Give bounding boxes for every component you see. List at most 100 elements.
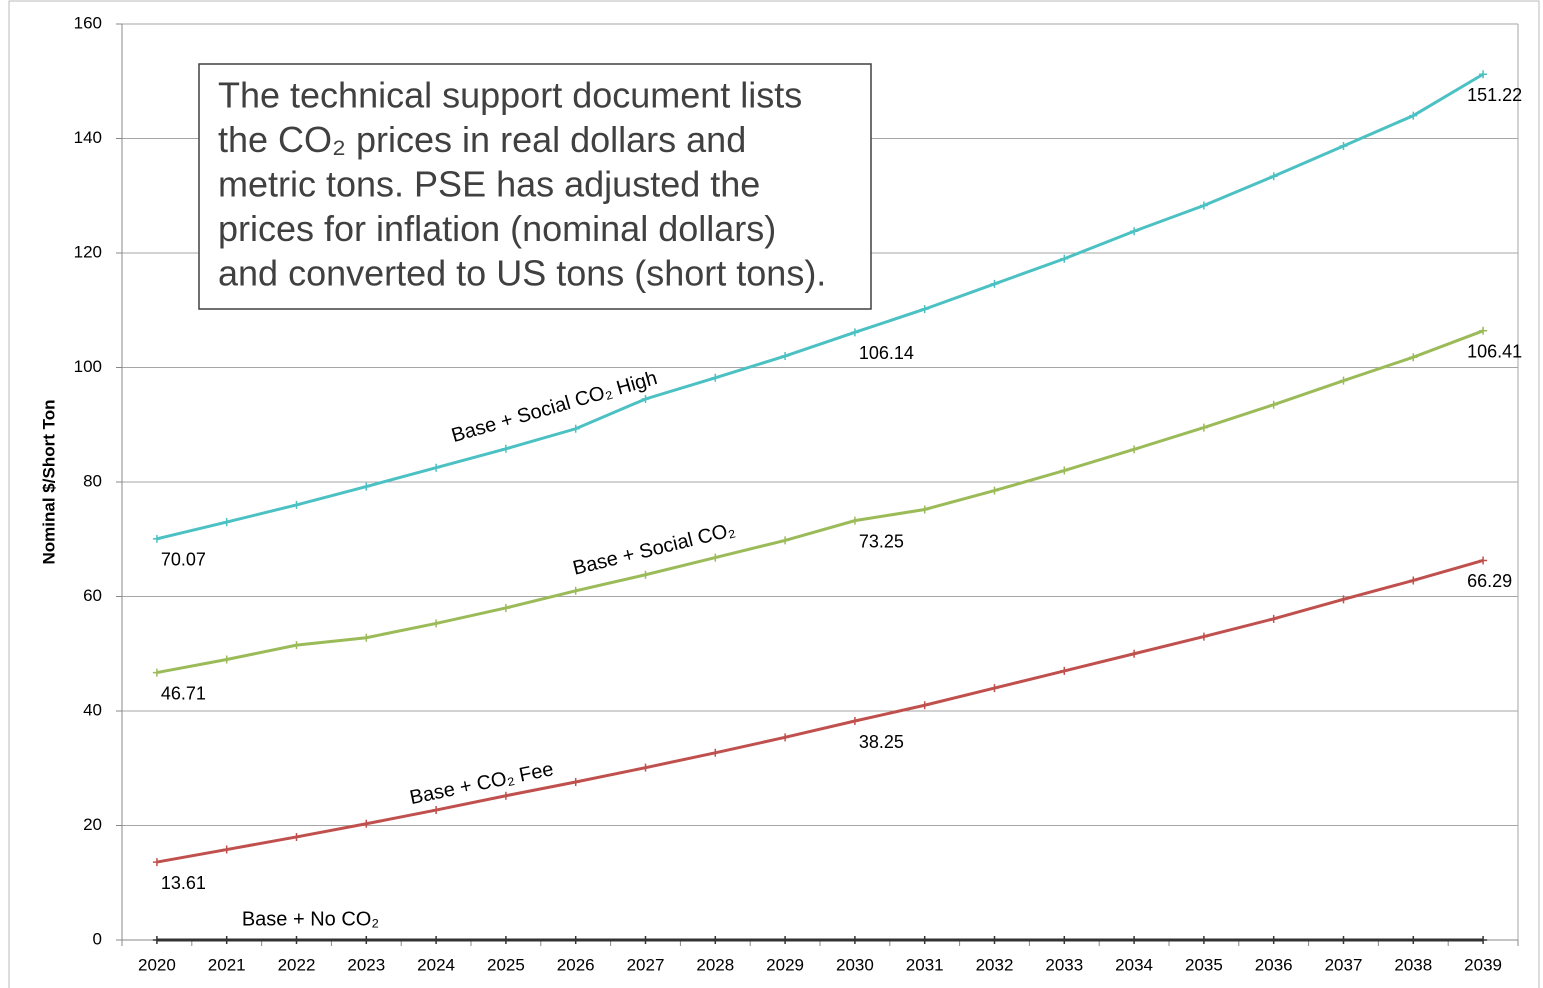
y-tick-label: 100 — [74, 357, 102, 376]
annotation-text: and converted to US tons (short tons). — [218, 253, 826, 294]
point-marker — [990, 936, 999, 944]
point-marker — [432, 936, 441, 944]
point-marker — [920, 505, 929, 514]
point-marker — [1269, 614, 1278, 623]
x-tick-label: 2030 — [836, 955, 874, 974]
x-tick-label: 2033 — [1045, 955, 1083, 974]
point-marker — [641, 763, 650, 772]
x-tick-label: 2039 — [1464, 955, 1502, 974]
data-label: 151.22 — [1467, 85, 1522, 105]
y-tick-label: 0 — [93, 929, 102, 948]
point-marker — [781, 352, 790, 361]
point-marker — [850, 516, 859, 525]
x-tick-label: 2037 — [1325, 955, 1363, 974]
point-marker — [152, 858, 161, 867]
x-tick-label: 2024 — [417, 955, 455, 974]
x-tick-label: 2023 — [347, 955, 385, 974]
point-marker — [1479, 936, 1488, 944]
point-marker — [641, 570, 650, 579]
data-label: 46.71 — [161, 683, 206, 703]
point-marker — [781, 733, 790, 742]
frame — [8, 0, 1540, 988]
y-axis-title: Nominal $/Short Ton — [39, 400, 58, 565]
point-marker — [1409, 576, 1418, 585]
point-marker — [711, 553, 720, 562]
y-tick-label: 160 — [74, 13, 102, 32]
point-marker — [850, 936, 859, 944]
point-marker — [1060, 466, 1069, 475]
annotation-text: the CO₂ prices in real dollars and — [218, 119, 746, 160]
point-marker — [990, 486, 999, 495]
y-tick-label: 80 — [83, 471, 102, 490]
y-tick-label: 20 — [83, 815, 102, 834]
data-label: 73.25 — [859, 531, 904, 551]
point-marker — [1339, 936, 1348, 944]
point-marker — [850, 717, 859, 726]
x-tick-label: 2031 — [906, 955, 944, 974]
point-marker — [990, 684, 999, 693]
point-marker — [222, 655, 231, 664]
y-tick-label: 40 — [83, 700, 102, 719]
point-marker — [1269, 936, 1278, 944]
point-marker — [1339, 595, 1348, 604]
point-marker — [571, 777, 580, 786]
y-tick-label: 140 — [74, 128, 102, 147]
point-marker — [1409, 353, 1418, 362]
point-marker — [1130, 445, 1139, 454]
point-marker — [1339, 376, 1348, 385]
point-marker — [501, 603, 510, 612]
series-name: Base + No CO₂ — [242, 908, 379, 930]
point-marker — [920, 701, 929, 710]
point-marker — [1199, 201, 1208, 210]
point-marker — [990, 279, 999, 288]
point-marker — [781, 936, 790, 944]
point-marker — [152, 668, 161, 677]
point-marker — [571, 936, 580, 944]
point-marker — [1199, 936, 1208, 944]
point-marker — [362, 482, 371, 491]
x-tick-label: 2022 — [278, 955, 316, 974]
x-tick-label: 2036 — [1255, 955, 1293, 974]
point-marker — [711, 936, 720, 944]
point-marker — [641, 394, 650, 403]
x-tick-label: 2020 — [138, 955, 176, 974]
series-name: Base + Social CO₂ — [571, 519, 738, 580]
y-tick-label: 120 — [74, 242, 102, 261]
point-marker — [1130, 936, 1139, 944]
data-label: 106.14 — [859, 343, 914, 363]
point-marker — [292, 936, 301, 944]
point-marker — [711, 748, 720, 757]
point-marker — [1269, 172, 1278, 181]
x-tick-label: 2038 — [1394, 955, 1432, 974]
series-line — [156, 72, 1484, 541]
x-tick-label: 2027 — [627, 955, 665, 974]
data-label: 70.07 — [161, 550, 206, 570]
point-marker — [152, 936, 161, 944]
x-tick-label: 2026 — [557, 955, 595, 974]
point-marker — [1409, 936, 1418, 944]
point-marker — [920, 305, 929, 314]
data-label: 13.61 — [161, 873, 206, 893]
point-marker — [1130, 649, 1139, 658]
x-tick-label: 2021 — [208, 955, 246, 974]
point-marker — [362, 936, 371, 944]
point-marker — [222, 845, 231, 854]
point-marker — [292, 500, 301, 509]
point-marker — [571, 586, 580, 595]
point-marker — [1339, 141, 1348, 150]
point-marker — [1060, 936, 1069, 944]
point-marker — [1479, 70, 1488, 79]
x-tick-label: 2035 — [1185, 955, 1223, 974]
series-line — [156, 329, 1484, 675]
point-marker — [501, 444, 510, 453]
point-marker — [1199, 632, 1208, 641]
x-tick-label: 2029 — [766, 955, 804, 974]
point-marker — [1479, 556, 1488, 565]
point-marker — [1479, 326, 1488, 335]
point-marker — [920, 936, 929, 944]
point-marker — [501, 791, 510, 800]
point-marker — [1130, 227, 1139, 236]
data-label: 66.29 — [1467, 571, 1512, 591]
annotation-box — [198, 63, 872, 310]
